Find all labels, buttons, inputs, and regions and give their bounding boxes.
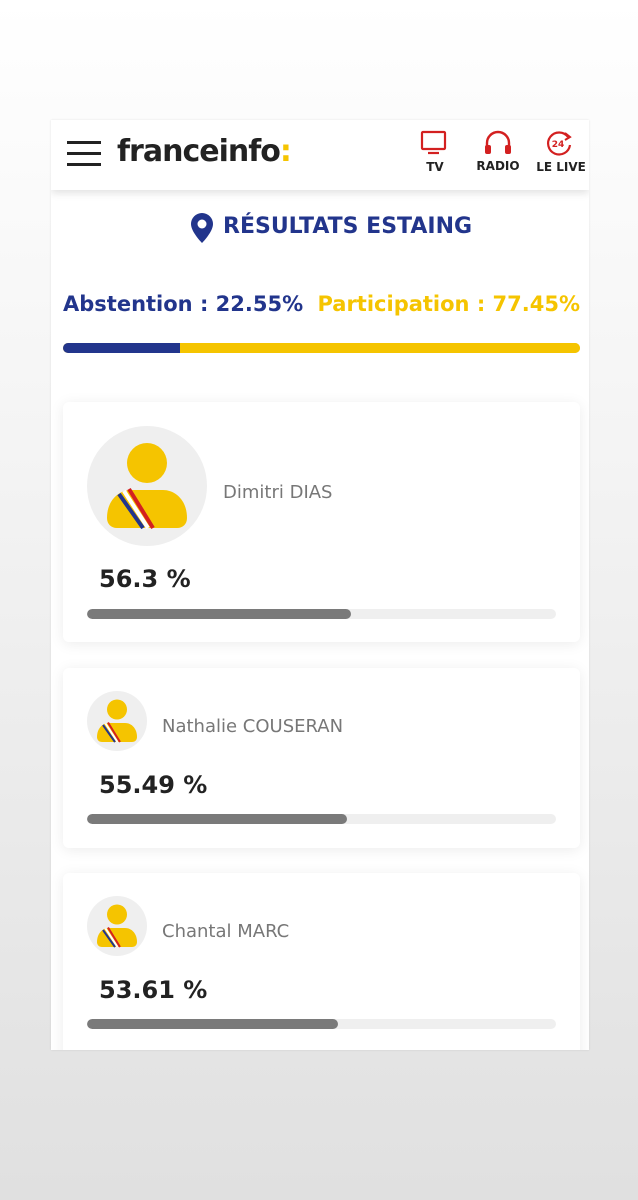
candidate-percent: 53.61 % [99, 976, 208, 1004]
candidate-percent: 55.49 % [99, 771, 208, 799]
nav-radio[interactable]: RADIO [476, 159, 520, 173]
radio-icon [485, 130, 511, 154]
percent-track [87, 609, 556, 619]
logo[interactable]: franceinfo: [117, 134, 292, 169]
percent-bar [87, 1019, 339, 1029]
pin-icon [191, 213, 213, 243]
candidate-name: Nathalie COUSERAN [162, 716, 344, 737]
abstention-bar [63, 343, 180, 353]
candidate-name: Dimitri DIAS [223, 482, 333, 503]
live-icon: 24 [547, 131, 572, 156]
candidate-percent: 56.3 % [99, 565, 191, 593]
participation-label: Participation : [317, 292, 486, 316]
svg-text:24: 24 [552, 140, 565, 150]
logo-mark: : [279, 134, 292, 169]
avatar [87, 426, 207, 546]
percent-track [87, 1019, 556, 1029]
avatar [87, 691, 147, 751]
turnout-bar [63, 343, 580, 353]
app-frame: franceinfo: TV RADIO 24 LE LIVE RÉSULTAT… [51, 120, 589, 1050]
logo-text: franceinfo [117, 134, 281, 169]
avatar [87, 896, 147, 956]
nav-tv[interactable]: TV [426, 160, 444, 174]
results-title: RÉSULTATS ESTAING [223, 214, 473, 239]
participation-value: 77.45% [492, 292, 580, 316]
avatar-wrap [87, 691, 147, 755]
candidate-card: Nathalie COUSERAN 55.49 % [63, 668, 580, 848]
header: franceinfo: TV RADIO 24 LE LIVE [51, 120, 589, 190]
participation: Participation : 77.45% [317, 292, 580, 316]
candidate-card: Chantal MARC 53.61 % [63, 873, 580, 1050]
avatar-wrap [87, 896, 147, 960]
avatar-wrap [87, 426, 207, 550]
percent-track [87, 814, 556, 824]
menu-icon[interactable] [67, 139, 103, 169]
percent-bar [87, 609, 352, 619]
tv-icon [420, 130, 447, 155]
percent-bar [87, 814, 348, 824]
nav-live[interactable]: LE LIVE [536, 160, 586, 174]
candidate-card: Dimitri DIAS 56.3 % [63, 402, 580, 642]
participation-bar [179, 343, 580, 353]
abstention-label: Abstention : [63, 292, 209, 316]
candidate-name: Chantal MARC [162, 921, 290, 942]
abstention: Abstention : 22.55% [63, 292, 303, 316]
abstention-value: 22.55% [215, 292, 304, 316]
